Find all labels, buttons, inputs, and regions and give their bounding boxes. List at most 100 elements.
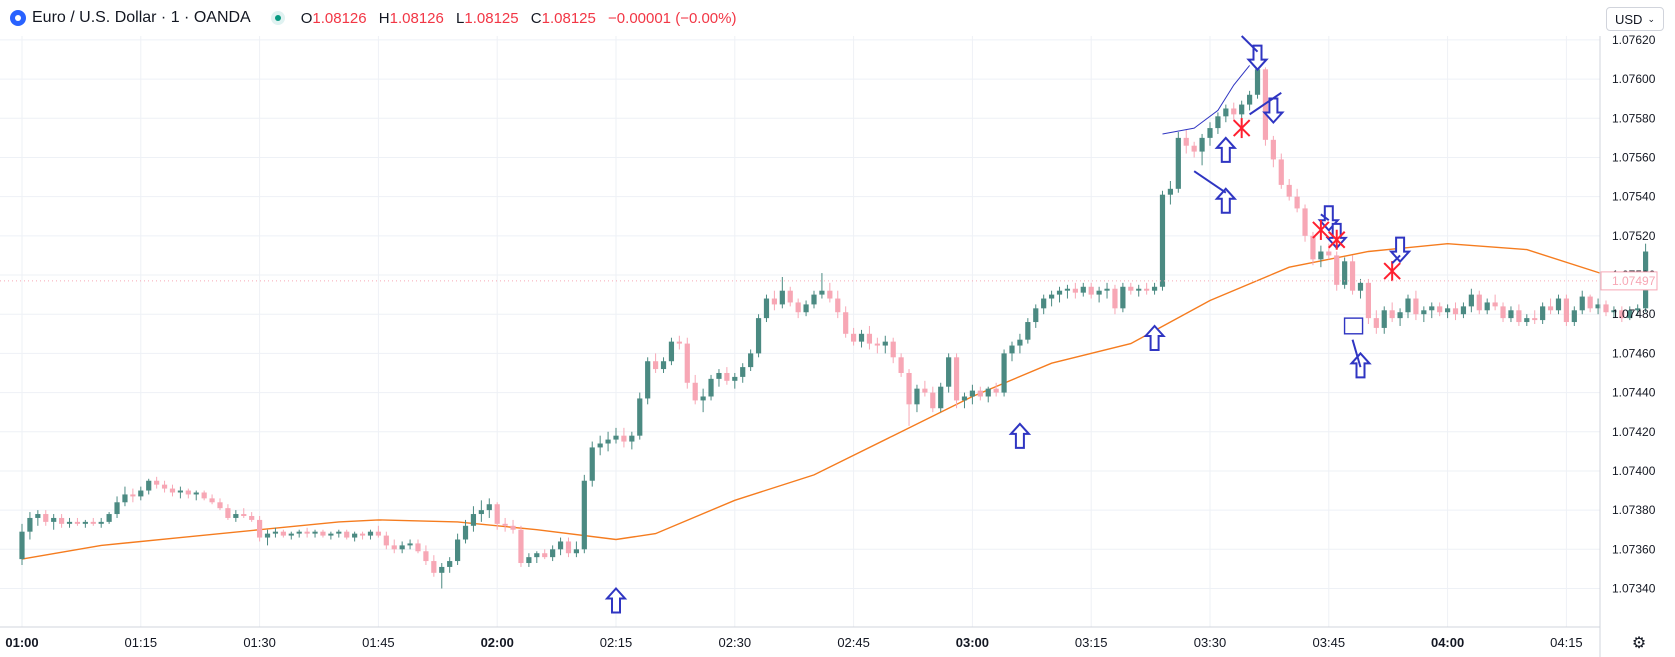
candle-body [1088,286,1094,295]
candle-body [455,539,461,562]
candle-body [1056,290,1063,295]
candle-body [851,333,857,342]
candle-body [177,490,183,493]
x-tick-label: 02:15 [600,635,633,650]
candle-body [684,343,690,383]
candle-body [1009,345,1015,354]
candle-body [399,545,405,550]
candles-layer [19,57,1649,589]
candle-body [217,502,223,509]
candle-body [795,302,801,313]
candle-body [589,447,595,481]
candle-body [1128,286,1134,291]
candle-body [605,439,611,444]
candle-body [1563,298,1569,323]
x-tick-label: 02:00 [481,635,514,650]
candle-body [1357,282,1364,291]
ohlc-legend: O1.08126 H1.08126 L1.08125 C1.08125 −0.0… [301,10,737,27]
candle-body [74,521,81,524]
y-tick-label: 1.07380 [1612,503,1656,517]
candle-body [946,357,952,387]
connector-stroke [1391,254,1401,264]
candle-body [835,298,841,313]
candle-body [1294,196,1300,209]
candle-body [550,549,556,558]
annotations-layer [604,35,1412,614]
candle-body [1072,288,1078,293]
moving-average-layer [21,242,1607,560]
x-tick-label: 02:30 [719,635,752,650]
candle-body [470,514,477,526]
candle-body [637,398,643,436]
currency-select[interactable]: USD ⌄ [1606,7,1664,31]
candle-body [439,566,445,573]
candle-body [938,386,944,409]
candle-body [478,510,484,515]
down-arrow-icon [1246,44,1269,72]
candle-body [1215,116,1221,129]
candle-body [431,561,437,573]
candle-body [510,525,516,530]
candle-body [518,529,524,564]
candle-body [328,533,334,536]
candle-body [1587,296,1593,309]
candle-body [906,372,912,405]
candle-body [1270,139,1276,160]
chevron-down-icon: ⌄ [1647,13,1655,24]
candle-body [106,514,112,522]
candle-body [1555,298,1562,311]
candle-body [1484,302,1490,311]
candle-body [1096,290,1102,295]
candle-body [241,514,247,516]
candle-body [1532,318,1538,321]
candle-body [161,484,168,489]
close-value: 1.08125 [541,9,596,27]
x-tick-label: 01:00 [5,635,38,650]
candle-body [1326,251,1332,256]
y-tick-label: 1.07560 [1612,150,1656,164]
candle-body [1342,261,1348,285]
candle-body [819,290,825,295]
candle-body [668,341,675,362]
candle-body [985,388,991,397]
candle-body [653,361,659,370]
candle-body [645,361,651,399]
candle-body [1540,306,1546,321]
up-arrow-icon [1143,324,1166,351]
candle-body [1468,294,1474,307]
x-tick-label: 03:15 [1075,635,1108,650]
candle-body [1381,310,1387,328]
candle-body [66,521,73,524]
candle-body [1452,308,1459,315]
last-price-label: 1.07497 [1612,274,1656,288]
symbol-title[interactable]: Euro / U.S. Dollar · 1 · OANDA [32,9,251,26]
candle-body [185,490,191,495]
y-tick-label: 1.07540 [1612,190,1656,204]
candle-body [692,382,698,401]
candle-body [336,531,342,534]
candle-body [581,480,587,550]
up-arrow-icon [1214,187,1238,214]
candle-body [82,521,88,524]
gear-icon[interactable]: ⚙ [1631,635,1647,652]
high-label: H [378,9,390,27]
candle-body [154,480,160,485]
up-arrow-icon [1214,136,1238,163]
candle-body [1476,294,1482,311]
candle-body [1389,310,1395,319]
connector-stroke [1240,35,1259,53]
symbol-header: Euro / U.S. Dollar · 1 · OANDA O1.08126 … [0,0,1600,36]
candle-body [1373,318,1379,328]
x-tick-label: 03:30 [1194,635,1227,650]
candle-body [1049,294,1055,299]
candle-body [961,396,968,401]
candle-body [1397,312,1403,319]
candle-body [1516,310,1522,323]
x-tick-label: 03:00 [956,635,989,650]
candle-body [1500,306,1506,319]
currency-pair-icon[interactable] [10,10,26,26]
x-tick-label: 04:15 [1550,635,1583,650]
candle-body [375,531,381,536]
connector-stroke [1320,213,1330,221]
